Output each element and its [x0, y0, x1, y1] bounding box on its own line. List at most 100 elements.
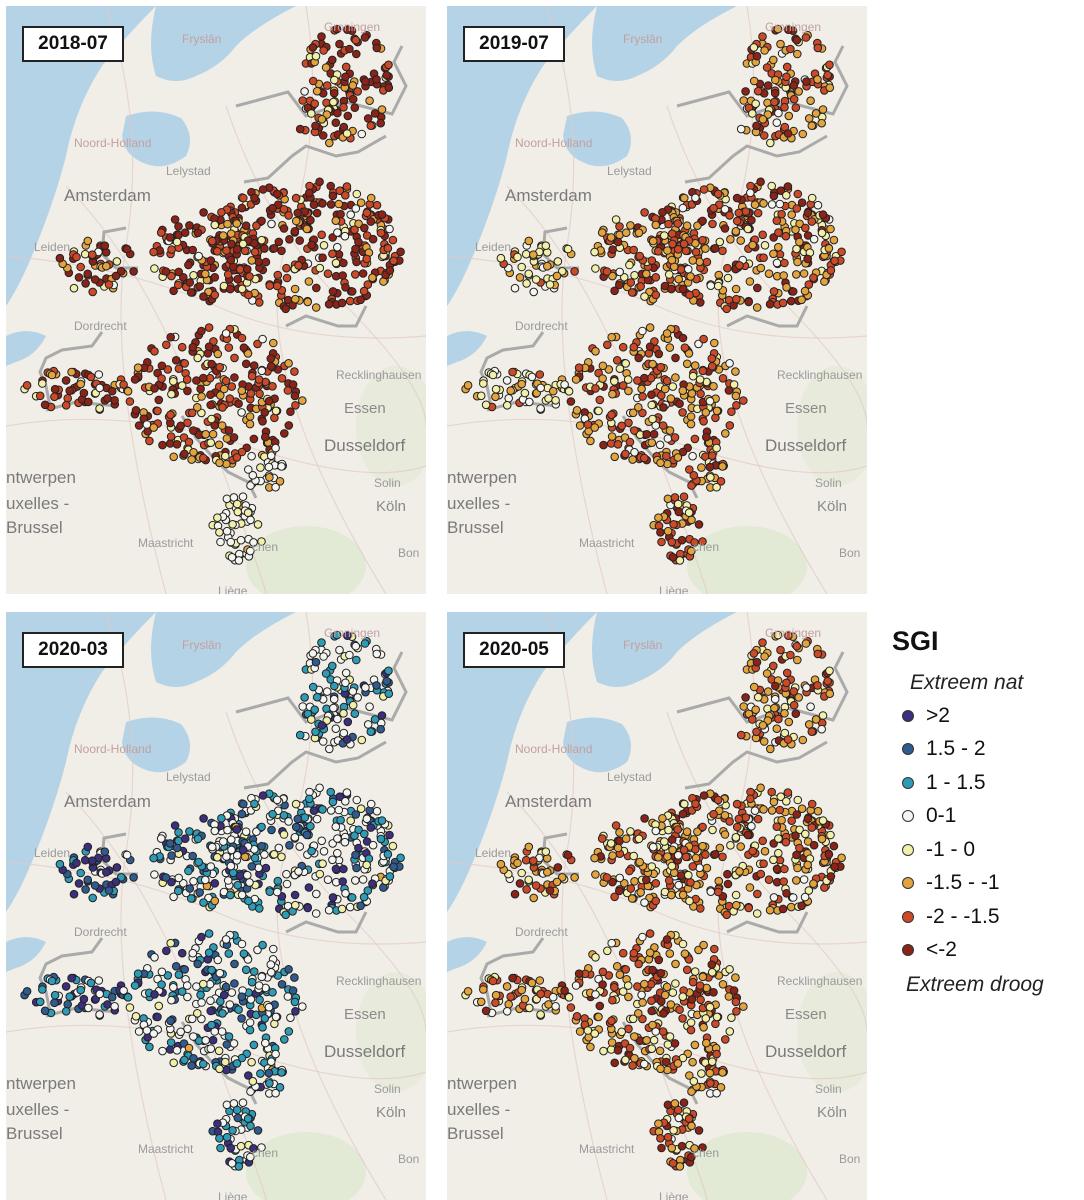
- place-label-koln: Köln: [817, 1104, 848, 1121]
- measurement-point: [328, 855, 337, 865]
- measurement-point: [47, 370, 57, 380]
- measurement-point: [246, 1152, 255, 1162]
- measurement-point: [385, 266, 395, 275]
- measurement-point: [749, 43, 759, 52]
- measurement-point: [552, 877, 562, 887]
- measurement-point: [284, 211, 293, 220]
- measurement-point: [792, 876, 801, 885]
- measurement-point: [617, 1027, 626, 1037]
- measurement-point: [285, 235, 294, 244]
- measurement-point: [172, 843, 182, 853]
- measurement-point: [210, 290, 220, 300]
- measurement-point: [575, 421, 585, 430]
- measurement-point: [311, 303, 321, 312]
- measurement-point: [252, 221, 261, 230]
- measurement-point: [216, 537, 225, 547]
- measurement-point: [731, 833, 741, 842]
- measurement-point: [591, 990, 600, 999]
- measurement-point: [607, 410, 616, 420]
- measurement-point: [659, 1009, 668, 1018]
- measurement-point: [129, 267, 138, 276]
- measurement-point: [310, 705, 320, 714]
- measurement-point: [167, 271, 176, 281]
- measurement-point: [621, 228, 631, 237]
- measurement-point: [238, 492, 248, 502]
- measurement-point: [366, 727, 376, 736]
- measurement-point: [291, 294, 300, 304]
- measurement-point: [710, 850, 720, 859]
- measurement-point: [793, 257, 802, 267]
- measurement-point: [236, 535, 246, 545]
- measurement-point: [813, 649, 823, 659]
- measurement-point: [166, 432, 176, 441]
- measurement-point: [266, 968, 276, 977]
- measurement-point: [169, 892, 178, 902]
- measurement-point: [680, 799, 689, 809]
- measurement-point: [308, 649, 318, 658]
- measurement-point: [706, 1079, 715, 1088]
- measurement-point: [638, 998, 647, 1007]
- measurement-point: [384, 666, 393, 676]
- place-label-dordrecht: Dordrecht: [74, 319, 127, 333]
- measurement-point: [201, 269, 210, 279]
- measurement-point: [595, 1001, 605, 1011]
- measurement-point: [389, 862, 398, 872]
- measurement-point: [328, 797, 338, 807]
- measurement-point: [801, 639, 811, 648]
- measurement-point: [194, 857, 203, 867]
- measurement-point: [647, 1006, 656, 1016]
- place-label-dusseldorf: Dusseldorf: [765, 436, 847, 455]
- measurement-point: [752, 657, 762, 667]
- measurement-point: [176, 1027, 185, 1037]
- measurement-point: [348, 81, 358, 90]
- measurement-point: [351, 810, 361, 819]
- measurement-point: [243, 349, 253, 358]
- map-panel-2019-07[interactable]: Fryslân Groningen Noord-Holland Lelystad Ams…: [447, 6, 867, 594]
- measurement-point: [595, 395, 605, 405]
- measurement-point: [825, 689, 835, 698]
- measurement-point: [280, 1035, 289, 1044]
- place-label-groningen: Groningen: [324, 20, 381, 34]
- measurement-point: [328, 661, 337, 671]
- map-panel-2020-03[interactable]: Fryslân Groningen Noord-Holland Lelystad Ams…: [6, 612, 426, 1200]
- measurement-point: [794, 693, 804, 702]
- measurement-point: [256, 1069, 265, 1078]
- measurement-point: [775, 199, 785, 209]
- measurement-point: [170, 215, 180, 224]
- measurement-point: [346, 816, 356, 825]
- measurement-point: [176, 421, 185, 431]
- measurement-point: [215, 458, 224, 468]
- measurement-point: [174, 828, 183, 837]
- measurement-point: [243, 508, 253, 518]
- measurement-point: [208, 1035, 218, 1045]
- measurement-point: [621, 1055, 630, 1065]
- measurement-point: [180, 965, 189, 974]
- measurement-point: [734, 814, 744, 824]
- measurement-point: [258, 334, 267, 344]
- measurement-point: [271, 1049, 280, 1059]
- measurement-point: [620, 879, 629, 888]
- measurement-point: [654, 1119, 663, 1129]
- measurement-point: [803, 208, 813, 218]
- measurement-point: [331, 216, 341, 225]
- measurement-point: [258, 791, 268, 800]
- measurement-point: [718, 246, 727, 256]
- map-panel-2020-05[interactable]: Fryslân Groningen Noord-Holland Lelystad Ams…: [447, 612, 867, 1200]
- measurement-point: [162, 946, 171, 956]
- measurement-point: [746, 188, 755, 198]
- measurement-point: [607, 1038, 617, 1047]
- measurement-point: [204, 929, 214, 938]
- map-panel-2018-07[interactable]: Fryslân Groningen Noord-Holland Lelystad Ams…: [6, 6, 426, 594]
- measurement-point: [515, 273, 525, 282]
- measurement-point: [694, 1126, 704, 1135]
- measurement-point: [751, 705, 761, 714]
- measurement-point: [341, 72, 350, 82]
- measurement-point: [372, 681, 381, 690]
- measurement-point: [823, 676, 833, 686]
- measurement-point: [232, 825, 242, 834]
- measurement-point: [255, 904, 264, 913]
- place-label-bruxelles: uxelles -: [6, 494, 70, 513]
- measurement-point: [649, 429, 659, 439]
- measurement-point: [174, 873, 183, 883]
- measurement-point: [720, 811, 730, 820]
